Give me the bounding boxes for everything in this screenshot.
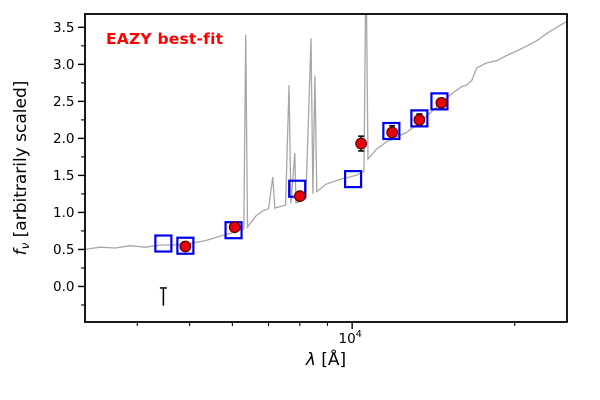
- annotation-eazy-best-fit: EAZY best-fit: [106, 30, 224, 48]
- model-photometry-square: [176, 236, 195, 255]
- template-spectrum-line: [85, 14, 567, 251]
- observed-photometry-point: [355, 137, 368, 150]
- x-tick-label: 104: [339, 329, 362, 347]
- y-axis-suffix: [arbitrarily scaled]: [11, 80, 31, 243]
- observed-photometry-point: [413, 113, 426, 126]
- observed-photometry-points: [179, 96, 448, 253]
- axis-ticks: 0.0 0.5 1.0 1.5 2.0 2.5 3.0 3.5 104: [53, 20, 516, 347]
- x-axis-symbol: λ: [305, 350, 316, 370]
- model-photometry-squares: [154, 92, 449, 255]
- model-photometry-square: [343, 170, 363, 189]
- observed-photometry-point: [293, 190, 306, 203]
- y-tick-label: 1.0: [53, 205, 74, 221]
- observed-photometry-point: [179, 240, 192, 253]
- observed-photometry-point: [435, 96, 448, 109]
- observed-photometry-point: [386, 126, 399, 139]
- model-photometry-square: [410, 109, 429, 128]
- y-axis-symbol: f: [11, 249, 31, 256]
- y-tick-label: 2.0: [53, 131, 74, 147]
- observed-photometry-point: [228, 221, 241, 234]
- plot-frame: [84, 13, 568, 323]
- y-tick-label: 3.5: [53, 20, 74, 36]
- y-tick-label: 2.5: [53, 94, 74, 110]
- model-photometry-square: [430, 92, 449, 111]
- model-photometry-square: [382, 121, 401, 141]
- x-axis-suffix: [Å]: [315, 350, 347, 370]
- model-photometry-square: [154, 234, 173, 253]
- y-tick-label: 3.0: [53, 57, 74, 73]
- flux-limit-errorbar: [159, 287, 167, 306]
- y-tick-label: 0.5: [53, 242, 74, 258]
- x-axis-label: λ [Å]: [306, 350, 346, 370]
- y-axis-subscript: ν: [18, 242, 33, 250]
- y-tick-label: 1.5: [53, 168, 74, 184]
- y-tick-label: 0.0: [53, 279, 74, 295]
- y-axis-label: fν [arbitrarily scaled]: [11, 80, 33, 256]
